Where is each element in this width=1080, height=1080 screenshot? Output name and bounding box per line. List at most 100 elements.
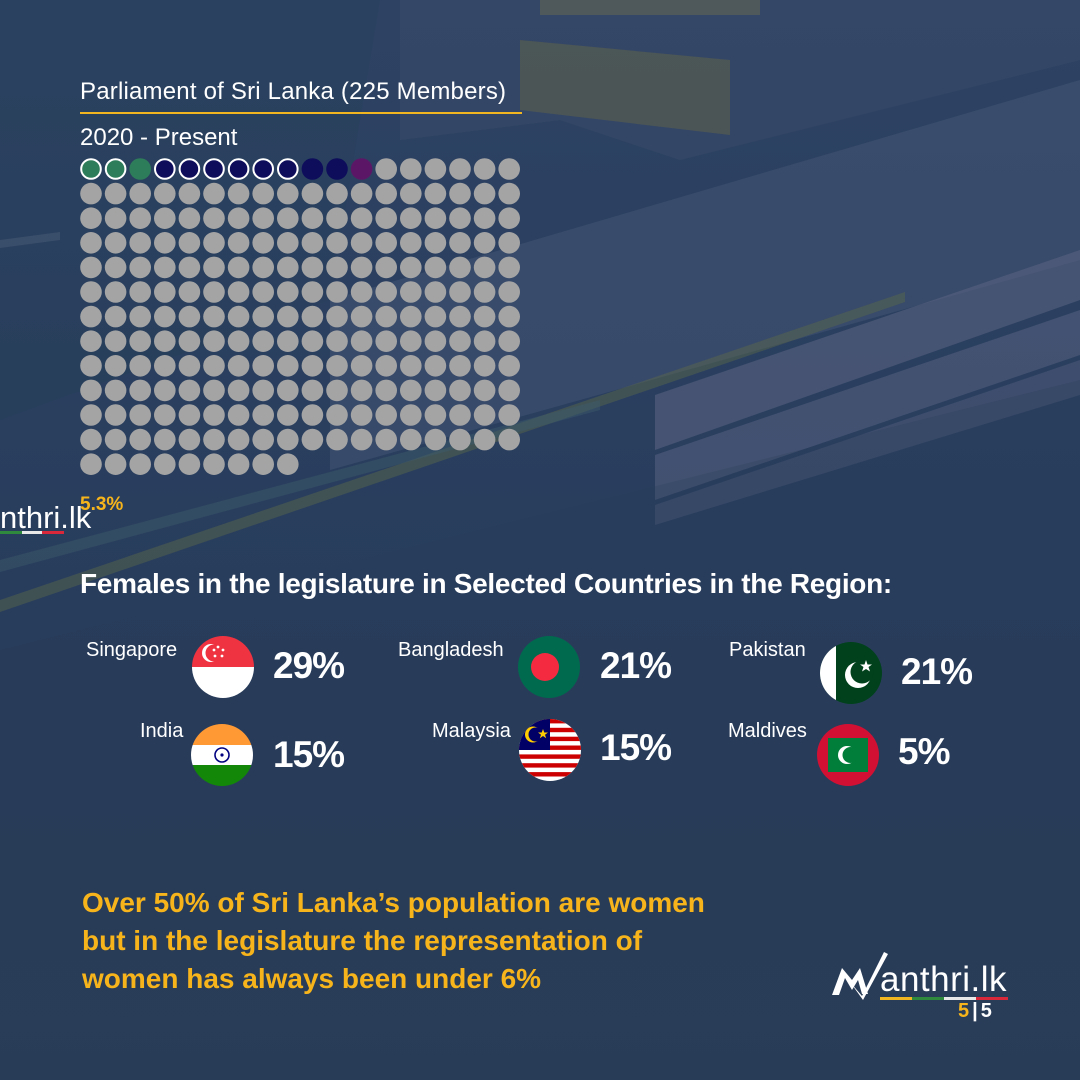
seat: [350, 305, 373, 328]
country-name-singapore: Singapore: [86, 639, 178, 661]
seat: [449, 232, 471, 254]
seat: [104, 305, 127, 328]
seat: [104, 404, 127, 426]
seat: [449, 281, 471, 303]
seat-female: [252, 158, 274, 180]
seat: [178, 305, 201, 328]
seat: [498, 182, 520, 205]
seat: [473, 355, 496, 377]
seat: [252, 330, 274, 352]
seat: [400, 330, 422, 352]
seat: [252, 305, 274, 328]
seat: [154, 355, 176, 377]
seat-female: [350, 158, 373, 180]
seat: [449, 182, 471, 205]
seat: [154, 379, 176, 402]
seat: [498, 256, 520, 279]
brand-logo-underline: [880, 997, 1008, 1000]
seat: [375, 305, 398, 328]
seat: [252, 379, 274, 402]
seat: [424, 305, 447, 328]
seat: [129, 404, 151, 426]
seat: [80, 330, 102, 352]
seat: [252, 207, 274, 229]
page-separator: |: [972, 1000, 978, 1022]
seat: [227, 355, 250, 377]
seat: [449, 256, 471, 279]
country-name-maldives: Maldives: [728, 720, 807, 742]
partial-logo-left: nthri.lk: [0, 500, 92, 535]
seat-female: [104, 158, 127, 180]
seat: [203, 256, 225, 279]
seat: [400, 256, 422, 279]
seat: [203, 355, 225, 377]
seat: [498, 158, 520, 180]
seat: [104, 379, 127, 402]
india-flag-icon: [191, 724, 253, 786]
seat-female: [154, 158, 176, 180]
checkmark-m-icon: [832, 952, 888, 1000]
seat: [277, 182, 299, 205]
seat: [154, 453, 176, 476]
seat: [375, 207, 398, 229]
seat: [473, 404, 496, 426]
seat: [498, 305, 520, 328]
footnote-line-3: women has always been under 6%: [82, 963, 542, 994]
seat: [154, 404, 176, 426]
seat: [178, 428, 201, 451]
seat: [227, 453, 250, 476]
page-counter: 5 | 5: [958, 1000, 992, 1023]
seat: [104, 330, 127, 352]
footnote: Over 50% of Sri Lanka’s population are w…: [82, 884, 802, 998]
seat: [424, 379, 447, 402]
seat-female: [227, 158, 250, 180]
seat: [375, 256, 398, 279]
seat: [129, 305, 151, 328]
seat: [424, 232, 447, 254]
seat: [129, 182, 151, 205]
seat: [277, 281, 299, 303]
country-name-malaysia: Malaysia: [432, 720, 511, 742]
seat: [178, 355, 201, 377]
seat-female: [326, 158, 348, 180]
seat: [227, 330, 250, 352]
seat: [375, 355, 398, 377]
seat: [400, 281, 422, 303]
seat: [350, 428, 373, 451]
seat: [473, 379, 496, 402]
seat: [449, 404, 471, 426]
seat: [375, 281, 398, 303]
seat: [400, 207, 422, 229]
seat: [277, 355, 299, 377]
seat: [449, 305, 471, 328]
seat: [203, 232, 225, 254]
seat: [400, 305, 422, 328]
seat: [375, 232, 398, 254]
seat: [400, 404, 422, 426]
seat: [498, 207, 520, 229]
seat: [178, 207, 201, 229]
seat: [449, 379, 471, 402]
seat: [350, 355, 373, 377]
country-pct-singapore: 29%: [273, 645, 345, 686]
seat: [400, 182, 422, 205]
seat: [104, 207, 127, 229]
seat: [203, 182, 225, 205]
seat: [326, 305, 348, 328]
seat: [400, 355, 422, 377]
seat: [104, 453, 127, 476]
seat: [498, 428, 520, 451]
seat-female: [203, 158, 225, 180]
seat: [154, 256, 176, 279]
seat: [400, 232, 422, 254]
seat: [449, 330, 471, 352]
title-underline: [80, 112, 522, 114]
seat: [154, 330, 176, 352]
seat: [203, 379, 225, 402]
seat: [80, 404, 102, 426]
seat: [227, 232, 250, 254]
seat: [301, 232, 324, 254]
country-pct-bangladesh: 21%: [600, 645, 672, 686]
seat: [473, 281, 496, 303]
seat: [129, 232, 151, 254]
